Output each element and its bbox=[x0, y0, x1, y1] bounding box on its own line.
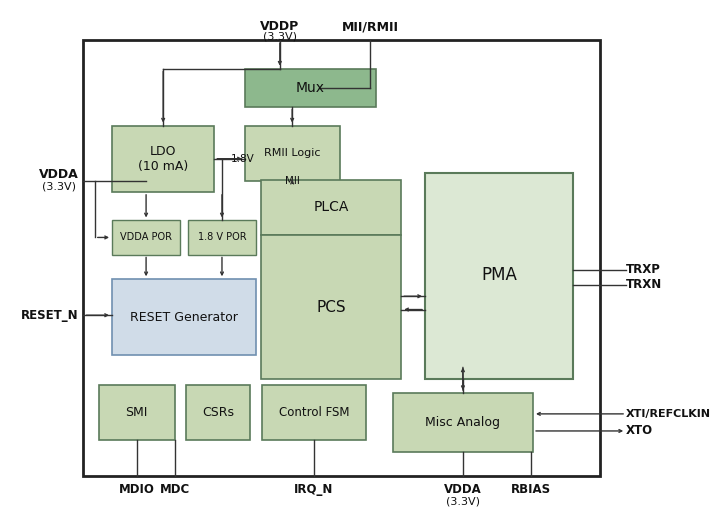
Bar bbox=[186, 385, 251, 440]
Text: Control FSM: Control FSM bbox=[279, 407, 349, 419]
Text: XTO: XTO bbox=[626, 425, 653, 438]
Text: CSRs: CSRs bbox=[202, 407, 234, 419]
Text: (3.3V): (3.3V) bbox=[446, 496, 480, 506]
Text: TRXP: TRXP bbox=[626, 263, 661, 276]
Bar bbox=[261, 234, 401, 379]
Text: Misc Analog: Misc Analog bbox=[426, 416, 500, 429]
Text: MII/RMII: MII/RMII bbox=[341, 21, 398, 33]
Text: MDC: MDC bbox=[159, 483, 189, 496]
Text: PLCA: PLCA bbox=[313, 200, 348, 214]
Text: 1.8V: 1.8V bbox=[230, 154, 254, 164]
Text: MII: MII bbox=[284, 175, 300, 185]
Bar bbox=[112, 220, 180, 254]
Text: VDDA: VDDA bbox=[39, 168, 78, 181]
Text: TRXN: TRXN bbox=[626, 278, 662, 291]
Text: IRQ_N: IRQ_N bbox=[294, 483, 333, 496]
Text: PMA: PMA bbox=[481, 267, 517, 285]
Text: VDDA: VDDA bbox=[444, 483, 482, 496]
Text: RBIAS: RBIAS bbox=[511, 483, 552, 496]
Bar bbox=[245, 69, 376, 107]
Text: VDDP: VDDP bbox=[260, 21, 300, 33]
Text: LDO
(10 mA): LDO (10 mA) bbox=[138, 145, 189, 173]
Bar bbox=[261, 180, 401, 234]
Bar bbox=[425, 173, 573, 379]
Bar bbox=[112, 279, 256, 355]
Text: VDDA POR: VDDA POR bbox=[120, 232, 172, 242]
Text: 1.8 V POR: 1.8 V POR bbox=[198, 232, 246, 242]
Text: RESET Generator: RESET Generator bbox=[130, 310, 238, 324]
Text: Mux: Mux bbox=[296, 81, 325, 95]
Bar bbox=[112, 126, 215, 192]
Bar bbox=[99, 385, 174, 440]
Text: RMII Logic: RMII Logic bbox=[264, 148, 320, 158]
Text: MDIO: MDIO bbox=[119, 483, 155, 496]
Bar bbox=[262, 385, 366, 440]
Text: PCS: PCS bbox=[316, 300, 346, 315]
Text: (3.3V): (3.3V) bbox=[263, 31, 297, 41]
Bar bbox=[84, 40, 600, 476]
Text: SMI: SMI bbox=[125, 407, 148, 419]
Text: (3.3V): (3.3V) bbox=[42, 181, 76, 191]
Text: XTI/REFCLKIN: XTI/REFCLKIN bbox=[626, 409, 711, 419]
Bar bbox=[245, 126, 340, 181]
Text: RESET_N: RESET_N bbox=[20, 309, 78, 322]
Bar bbox=[392, 393, 533, 452]
Bar bbox=[188, 220, 256, 254]
